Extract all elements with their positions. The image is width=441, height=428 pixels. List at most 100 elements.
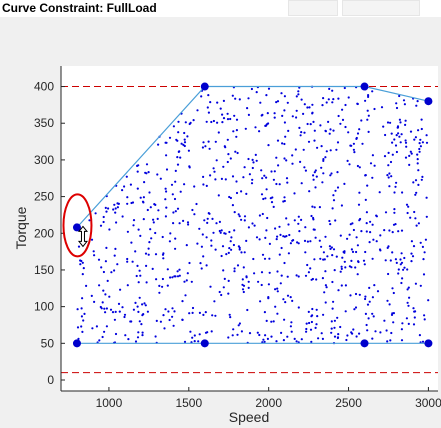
scatter-point [366, 329, 369, 332]
scatter-point [413, 310, 416, 313]
scatter-point [113, 318, 116, 321]
scatter-point [145, 264, 148, 267]
scatter-point [183, 138, 186, 141]
scatter-point [311, 103, 314, 106]
scatter-point [257, 280, 260, 283]
scatter-point [148, 191, 151, 194]
scatter-point [358, 293, 361, 296]
scatter-point [336, 141, 340, 144]
scatter-point [400, 339, 404, 342]
constraint-point-marker[interactable] [200, 82, 209, 91]
scatter-point [228, 230, 231, 234]
scatter-point [137, 164, 140, 167]
scatter-point [354, 292, 358, 296]
scatter-point [404, 123, 407, 126]
scatter-point [272, 178, 275, 181]
scatter-point [171, 276, 174, 279]
scatter-point [231, 94, 234, 97]
scatter-point [388, 185, 391, 188]
scatter-point [152, 218, 155, 221]
scatter-point [379, 331, 382, 334]
scatter-point [281, 114, 284, 117]
torque-speed-chart[interactable]: 1000 1500 2000 2500 3000 0 50 100 150 200 250 300 35… [0, 17, 441, 428]
scatter-point [401, 191, 404, 194]
scatter-point [386, 121, 390, 124]
constraint-point-marker[interactable] [200, 339, 209, 348]
scatter-point [384, 259, 387, 262]
scatter-point [340, 284, 343, 287]
scatter-point [352, 148, 355, 151]
scatter-point [387, 151, 390, 154]
scatter-point [198, 311, 201, 314]
scatter-point [309, 267, 312, 270]
scatter-point [325, 101, 328, 104]
scatter-point [266, 112, 269, 115]
scatter-point [259, 101, 262, 104]
scatter-point [373, 164, 376, 167]
scatter-point [368, 300, 371, 303]
scatter-point [360, 230, 363, 233]
constraint-markers[interactable] [72, 82, 433, 348]
constraint-curve[interactable] [76, 85, 429, 344]
scatter-point [199, 262, 202, 265]
scatter-point [295, 116, 298, 119]
scatter-point [116, 206, 119, 209]
scatter-point [226, 118, 230, 121]
scatter-point [235, 191, 239, 195]
scatter-point [313, 171, 316, 174]
constraint-point-marker[interactable] [360, 82, 369, 91]
scatter-point [171, 307, 174, 310]
scatter-point [383, 229, 386, 232]
scatter-point [349, 294, 352, 297]
scatter-point [322, 172, 325, 175]
scatter-point [143, 302, 146, 305]
scatter-point [409, 216, 412, 219]
scatter-point [331, 101, 334, 104]
scatter-point [193, 213, 196, 216]
scatter-point [242, 176, 245, 179]
scatter-point [265, 94, 268, 97]
constraint-point-marker[interactable] [360, 339, 369, 348]
scatter-point [385, 329, 388, 332]
scatter-point [334, 189, 337, 192]
scatter-point [216, 121, 219, 124]
scatter-point [417, 169, 420, 172]
scatter-point [387, 164, 390, 167]
scatter-point [233, 211, 236, 214]
scatter-point [355, 137, 358, 140]
scatter-point [283, 318, 286, 321]
scatter-point [236, 264, 240, 267]
scatter-point [138, 269, 141, 272]
toolbar-dropdown-faded[interactable] [342, 0, 420, 16]
scatter-point [300, 218, 303, 221]
constraint-point-marker[interactable] [72, 339, 81, 348]
scatter-point [165, 206, 168, 209]
scatter-point [309, 123, 312, 126]
toolbar-control-faded[interactable] [288, 0, 338, 16]
scatter-point [104, 260, 107, 263]
scatter-point [240, 190, 243, 193]
scatter-point [153, 203, 156, 206]
scatter-point [275, 182, 278, 186]
scatter-point [356, 273, 359, 276]
scatter-point [156, 217, 159, 220]
scatter-point [330, 246, 333, 249]
constraint-point-marker[interactable] [424, 339, 433, 348]
scatter-point [113, 254, 116, 257]
scatter-point [399, 141, 402, 144]
scatter-point [190, 280, 193, 283]
scatter-point [229, 196, 232, 200]
scatter-point [211, 217, 214, 220]
scatter-point [127, 338, 130, 341]
scatter-point [285, 159, 288, 162]
scatter-point [105, 246, 108, 249]
scatter-point [398, 94, 401, 98]
scatter-point [198, 227, 201, 230]
constraint-point-marker[interactable] [424, 97, 433, 106]
constraint-point-marker[interactable] [72, 223, 81, 232]
scatter-point [324, 301, 327, 304]
scatter-point [332, 248, 336, 251]
scatter-point [291, 299, 294, 302]
scatter-point [245, 239, 248, 242]
scatter-point [393, 208, 396, 211]
